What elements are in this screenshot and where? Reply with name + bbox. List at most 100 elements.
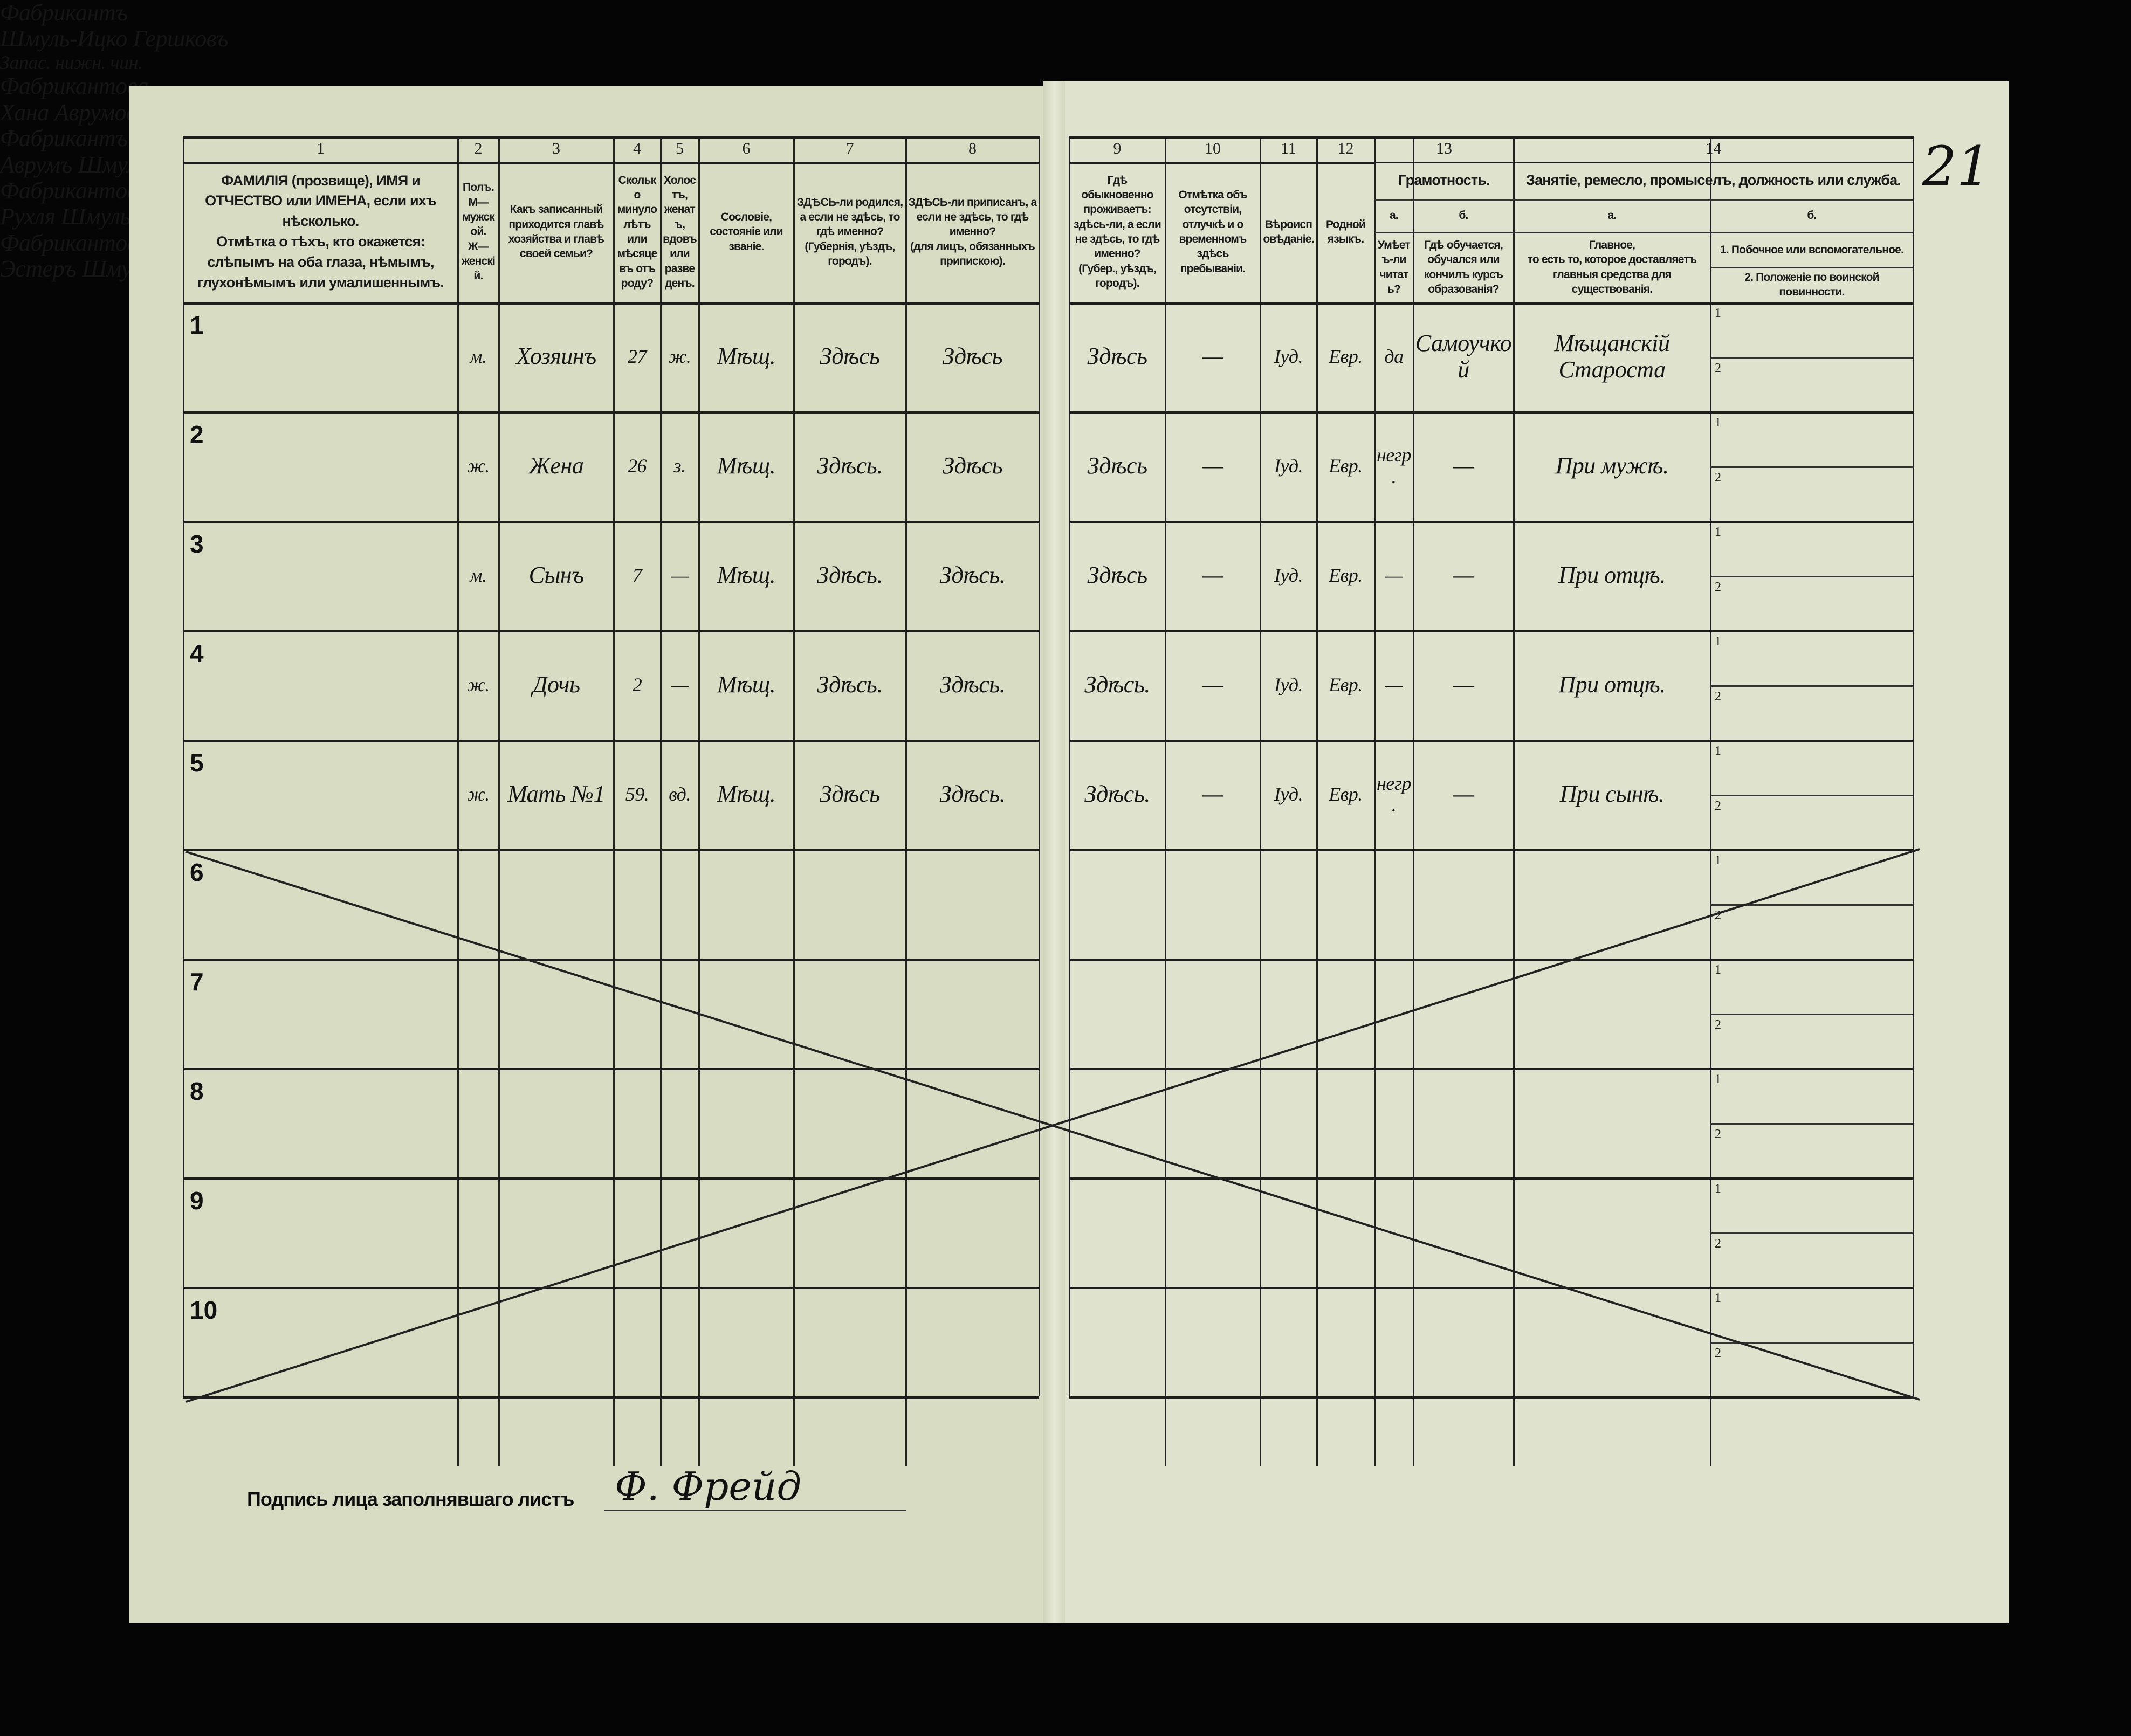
- column-rule: [498, 136, 500, 1466]
- sub-row-rule: [1710, 685, 1913, 687]
- cell-absence: —: [1167, 532, 1259, 619]
- cell-age: 26: [615, 422, 659, 510]
- row-rule: [183, 1177, 1039, 1180]
- occupation-secondary-header: 1. Побочное или вспомогательное.: [1711, 233, 1912, 266]
- occupation-line-2-label-text: 2: [1715, 908, 1721, 922]
- cell-relation: Хозяинъ: [500, 313, 612, 401]
- occupation-line-2-label-text: 2: [1715, 1346, 1721, 1360]
- row-number-text: 1: [190, 311, 204, 339]
- cell-school: —: [1415, 532, 1512, 619]
- column-rule: [1260, 136, 1261, 1466]
- occupation-b-letter-text: б.: [1807, 209, 1817, 222]
- header-rule: [1514, 199, 1913, 201]
- occupation-line-1-label-text: 1: [1715, 1182, 1721, 1196]
- occupation-line-2-label: 2: [1715, 1237, 1721, 1251]
- column-number-text: 2: [474, 140, 483, 157]
- cell-registered-text: Здѣсь.: [939, 671, 1006, 698]
- column-header: Родной языкъ.: [1318, 164, 1373, 300]
- cell-estate: Мѣщ.: [700, 641, 792, 729]
- given-names: Шмуль-Ицко Гершковъ: [0, 26, 2131, 52]
- cell-language: Евр.: [1318, 313, 1373, 401]
- sub-row-rule: [1710, 904, 1913, 906]
- occupation-line-1-label-text: 1: [1715, 306, 1721, 320]
- cell-religion-text: Iуд.: [1274, 564, 1303, 586]
- column-number-text: 8: [968, 140, 977, 157]
- cell-relation-text: Мать №1: [507, 781, 605, 808]
- surname: Фабрикантова: [0, 73, 2131, 99]
- column-header-text: Холостъ, женатъ, вдовъ или разведенъ.: [663, 174, 697, 290]
- literacy-b-letter-text: б.: [1459, 209, 1468, 222]
- cell-marital: вд.: [662, 750, 697, 838]
- cell-registered-text: Здѣсь: [942, 452, 1003, 479]
- cell-school: Самоучкой: [1415, 313, 1512, 401]
- cell-born-text: Здѣсь.: [817, 562, 883, 589]
- column-rule: [457, 136, 459, 1466]
- column-header: Отмѣтка объ отсутствіи, отлучкѣ и о врем…: [1166, 164, 1259, 300]
- column-rule: [1710, 136, 1711, 1466]
- page-number: 21: [1922, 135, 1991, 198]
- column-number: 5: [661, 136, 699, 162]
- cell-born-text: Здѣсь.: [817, 671, 883, 698]
- occupation-line-1-label: 1: [1715, 635, 1721, 649]
- occupation-line-1-label-text: 1: [1715, 853, 1721, 867]
- cell-resides-text: Здѣсь.: [1084, 781, 1150, 808]
- column-number: 13: [1374, 136, 1514, 162]
- header-number-rule: [183, 162, 1039, 164]
- cell-resides-text: Здѣсь: [1087, 452, 1147, 479]
- column-number: 10: [1165, 136, 1260, 162]
- occupation-line-2-label-text: 2: [1715, 361, 1721, 375]
- cell-resides: Здѣсь.: [1071, 641, 1164, 729]
- column-number-text: 14: [1705, 140, 1722, 157]
- row-rule: [183, 1287, 1039, 1289]
- column-header-text: Гдѣ обыкновенно проживаетъ: здѣсь-ли, а …: [1073, 174, 1161, 290]
- header-number-rule: [1069, 162, 1374, 164]
- cell-religion: Iуд.: [1262, 641, 1315, 729]
- cell-estate-text: Мѣщ.: [717, 671, 776, 698]
- cell-language: Евр.: [1318, 641, 1373, 729]
- cell-born: Здѣсь: [795, 313, 904, 401]
- column-number: 1: [183, 136, 458, 162]
- column-rule: [1039, 136, 1040, 1396]
- column-rule: [1069, 136, 1070, 1396]
- column-header-text: ЗДѢСЬ-ли приписанъ, а если не здѣсь, то …: [908, 196, 1037, 267]
- header-rule: [1514, 232, 1913, 233]
- table-bottom-rule: [183, 1396, 1039, 1399]
- cell-registered: Здѣсь.: [908, 641, 1037, 729]
- column-rule: [905, 136, 907, 1466]
- cell-relation: Жена: [500, 422, 612, 510]
- cell-registered: Здѣсь: [908, 422, 1037, 510]
- column-number: 8: [906, 136, 1039, 162]
- column-header: Гдѣ обыкновенно проживаетъ: здѣсь-ли, а …: [1070, 164, 1164, 300]
- occupation-line-2-label: 2: [1715, 580, 1721, 595]
- census-table: 1 ФАМИЛІЯ (прозвище), ИМЯ и ОТЧЕСТВО или …: [0, 0, 2131, 1466]
- column-rule: [1413, 136, 1414, 1466]
- cell-absence-text: —: [1202, 781, 1223, 808]
- occupation-line-2-label-text: 2: [1715, 798, 1721, 813]
- cell-resides: Здѣсь: [1071, 422, 1164, 510]
- cell-language-text: Евр.: [1329, 564, 1363, 586]
- column-number: 3: [499, 136, 614, 162]
- cell-age-text: 26: [628, 454, 647, 477]
- row-rule: [1069, 959, 1913, 961]
- cell-absence-text: —: [1202, 671, 1223, 698]
- occupation-line-2-label: 2: [1715, 361, 1721, 376]
- row-number-text: 9: [190, 1187, 204, 1215]
- sub-row-rule: [1710, 575, 1913, 577]
- surname: Фабрикантова: [0, 230, 2131, 256]
- column-number: 4: [614, 136, 661, 162]
- cell-occupation-text: При сынѣ.: [1559, 781, 1665, 808]
- occupation-line-2-label: 2: [1715, 690, 1721, 704]
- cell-born-text: Здѣсь.: [817, 452, 883, 479]
- cell-relation: Сынъ: [500, 532, 612, 619]
- header-bottom-rule: [183, 302, 1039, 305]
- column-rule: [1913, 136, 1914, 1396]
- cell-age: 27: [615, 313, 659, 401]
- row-rule: [1069, 849, 1913, 851]
- cell-school-text: —: [1453, 671, 1474, 698]
- cell-religion-text: Iуд.: [1274, 454, 1303, 477]
- cell-marital-text: з.: [673, 454, 686, 477]
- cell-marital: з.: [662, 422, 697, 510]
- column-header-text: Сколько минуло лѣтъ или мѣсяцевъ отъ род…: [617, 174, 657, 290]
- cell-absence: —: [1167, 422, 1259, 510]
- row-number-text: 7: [190, 968, 204, 996]
